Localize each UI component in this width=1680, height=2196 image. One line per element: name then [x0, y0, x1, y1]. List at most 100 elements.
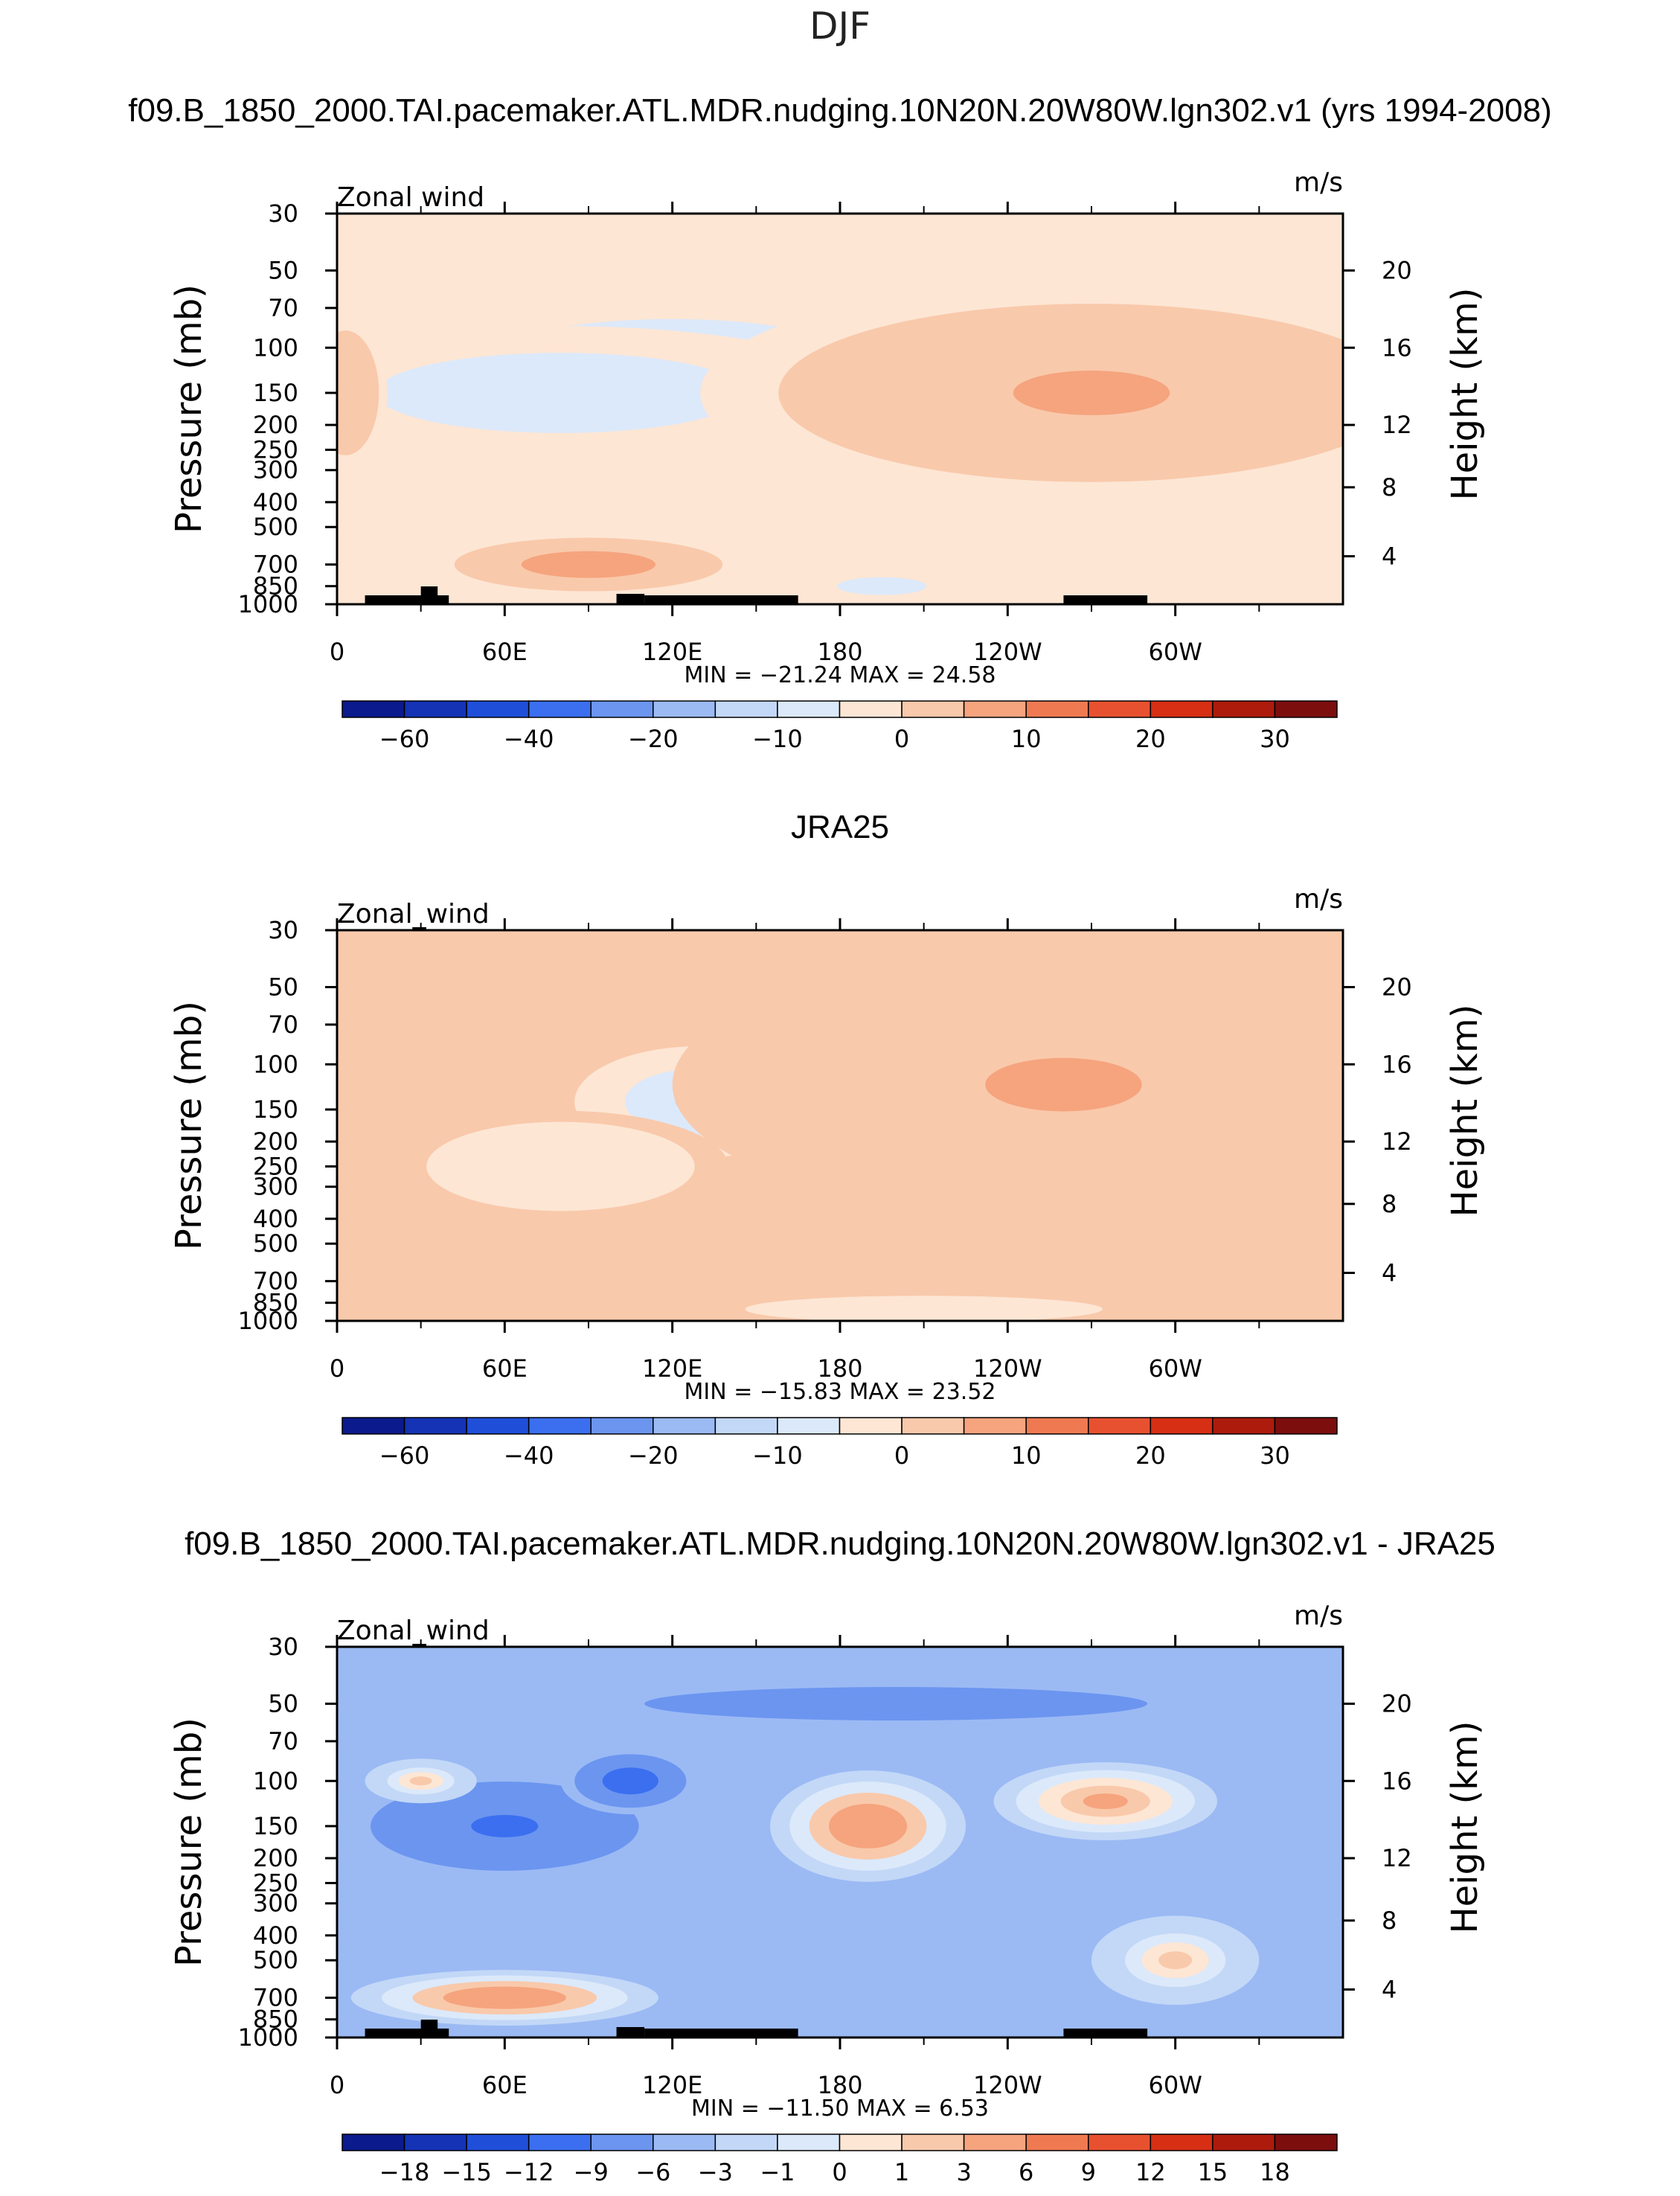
- contour-band: [812, 1697, 980, 1709]
- colorbar-swatch: [839, 2133, 902, 2151]
- colorbar-swatch: [1212, 2133, 1276, 2151]
- y2-axis-label: Height (km): [1444, 1005, 1486, 1217]
- colorbar-swatch: [901, 700, 965, 718]
- lon-tick-label: 60E: [482, 638, 528, 666]
- height-tick-label: 8: [1382, 473, 1397, 502]
- colorbar-label: −60: [379, 1441, 430, 1470]
- pressure-tick-label: 100: [253, 1767, 298, 1795]
- pressure-tick-label: 150: [253, 379, 298, 407]
- variable-label: Zonal wind: [337, 182, 484, 213]
- colorbar-swatch: [590, 2133, 654, 2151]
- colorbar-swatch: [777, 1417, 841, 1435]
- colorbar-swatch: [590, 1417, 654, 1435]
- panel-title: f09.B_1850_2000.TAI.pacemaker.ATL.MDR.nu…: [185, 1526, 1495, 1562]
- figure-title: DJF: [809, 4, 871, 48]
- contour-field: [337, 930, 1343, 1321]
- pressure-tick-label: 300: [253, 1173, 298, 1201]
- lon-tick-label: 120E: [642, 1354, 702, 1383]
- pressure-tick-label: 300: [253, 456, 298, 484]
- colorbar-swatch: [1088, 700, 1152, 718]
- contour-band: [848, 1814, 888, 1837]
- colorbar-label: −1: [760, 2158, 795, 2186]
- pressure-tick-label: 1000: [238, 2023, 298, 2052]
- height-tick-label: 20: [1382, 256, 1412, 284]
- lon-tick-label: 120W: [973, 1354, 1042, 1383]
- pressure-tick-label: 400: [253, 1205, 298, 1233]
- colorbar-swatch: [342, 2133, 405, 2151]
- topography-bar: [1063, 595, 1148, 604]
- pressure-tick-label: 30: [268, 1633, 298, 1661]
- height-tick-label: 16: [1382, 1767, 1412, 1795]
- colorbar-label: −20: [628, 725, 679, 753]
- colorbar-label: −60: [379, 725, 430, 753]
- colorbar-swatch: [1150, 2133, 1213, 2151]
- colorbar-label: −40: [504, 1441, 554, 1470]
- colorbar-swatch: [714, 700, 778, 718]
- height-tick-label: 12: [1382, 1127, 1412, 1156]
- y-axis-label: Pressure (mb): [168, 284, 210, 534]
- panel-3: f09.B_1850_2000.TAI.pacemaker.ATL.MDR.nu…: [168, 1526, 1495, 2186]
- pressure-tick-label: 500: [253, 1946, 298, 1974]
- colorbar-swatch: [1025, 700, 1089, 718]
- colorbar-label: 30: [1260, 725, 1290, 753]
- lon-tick-label: 60W: [1148, 638, 1202, 666]
- pressure-tick-label: 850: [253, 2005, 298, 2034]
- pressure-tick-label: 400: [253, 1921, 298, 1950]
- min-max-label: MIN = −21.24 MAX = 24.58: [684, 662, 996, 688]
- pressure-tick-label: 50: [268, 1689, 298, 1718]
- pressure-tick-label: 250: [253, 1869, 298, 1897]
- min-max-label: MIN = −15.83 MAX = 23.52: [684, 1379, 996, 1405]
- contour-band: [985, 1057, 1142, 1112]
- colorbar-swatch: [714, 2133, 778, 2151]
- pressure-tick-label: 700: [253, 1267, 298, 1296]
- colorbar-label: 18: [1260, 2158, 1290, 2186]
- colorbar-swatch: [466, 1417, 530, 1435]
- pressure-tick-label: 850: [253, 572, 298, 601]
- colorbar-swatch: [963, 700, 1027, 718]
- lon-tick-label: 0: [330, 2071, 344, 2099]
- colorbar-swatch: [653, 700, 716, 718]
- pressure-tick-label: 70: [268, 294, 298, 322]
- min-max-label: MIN = −11.50 MAX = 6.53: [691, 2096, 989, 2122]
- contour-band: [879, 1305, 969, 1313]
- pressure-tick-label: 70: [268, 1011, 298, 1039]
- lon-tick-label: 60W: [1148, 1354, 1202, 1383]
- topography-bar: [616, 594, 645, 604]
- topography-bar: [420, 2020, 438, 2037]
- panel-1: f09.B_1850_2000.TAI.pacemaker.ATL.MDR.nu…: [128, 92, 1551, 753]
- contour-band: [565, 1284, 612, 1293]
- height-tick-label: 20: [1382, 1689, 1412, 1718]
- contour-band: [337, 377, 354, 409]
- height-tick-label: 20: [1382, 973, 1412, 1001]
- contour-field: [337, 1647, 1343, 2037]
- colorbar-swatch: [839, 700, 902, 718]
- topography-bar: [616, 2027, 645, 2037]
- panel-title: JRA25: [791, 809, 889, 845]
- y-axis-label: Pressure (mb): [168, 1718, 210, 1967]
- pressure-tick-label: 200: [253, 411, 298, 439]
- contour-band: [471, 1814, 539, 1837]
- colorbar-swatch: [839, 1417, 902, 1435]
- contour-field: [337, 214, 1343, 604]
- pressure-tick-label: 200: [253, 1127, 298, 1156]
- contour-band: [409, 1776, 432, 1786]
- colorbar-swatch: [403, 2133, 467, 2151]
- colorbar-label: 12: [1135, 2158, 1166, 2186]
- topography-bar: [1063, 2029, 1148, 2037]
- pressure-tick-label: 50: [268, 256, 298, 284]
- colorbar-swatch: [901, 2133, 965, 2151]
- pressure-tick-label: 30: [268, 199, 298, 228]
- colorbar-swatch: [1150, 1417, 1213, 1435]
- colorbar-swatch: [1025, 2133, 1089, 2151]
- topography-bar: [644, 2029, 798, 2037]
- colorbar-swatch: [1274, 700, 1338, 718]
- colorbar-swatch: [901, 1417, 965, 1435]
- colorbar-swatch: [777, 700, 841, 718]
- pressure-tick-label: 250: [253, 1152, 298, 1180]
- colorbar-label: −3: [698, 2158, 733, 2186]
- height-tick-label: 12: [1382, 411, 1412, 439]
- variable-label: Zonal_wind: [337, 899, 490, 929]
- pressure-tick-label: 150: [253, 1812, 298, 1840]
- contour-band: [1004, 1895, 1039, 1912]
